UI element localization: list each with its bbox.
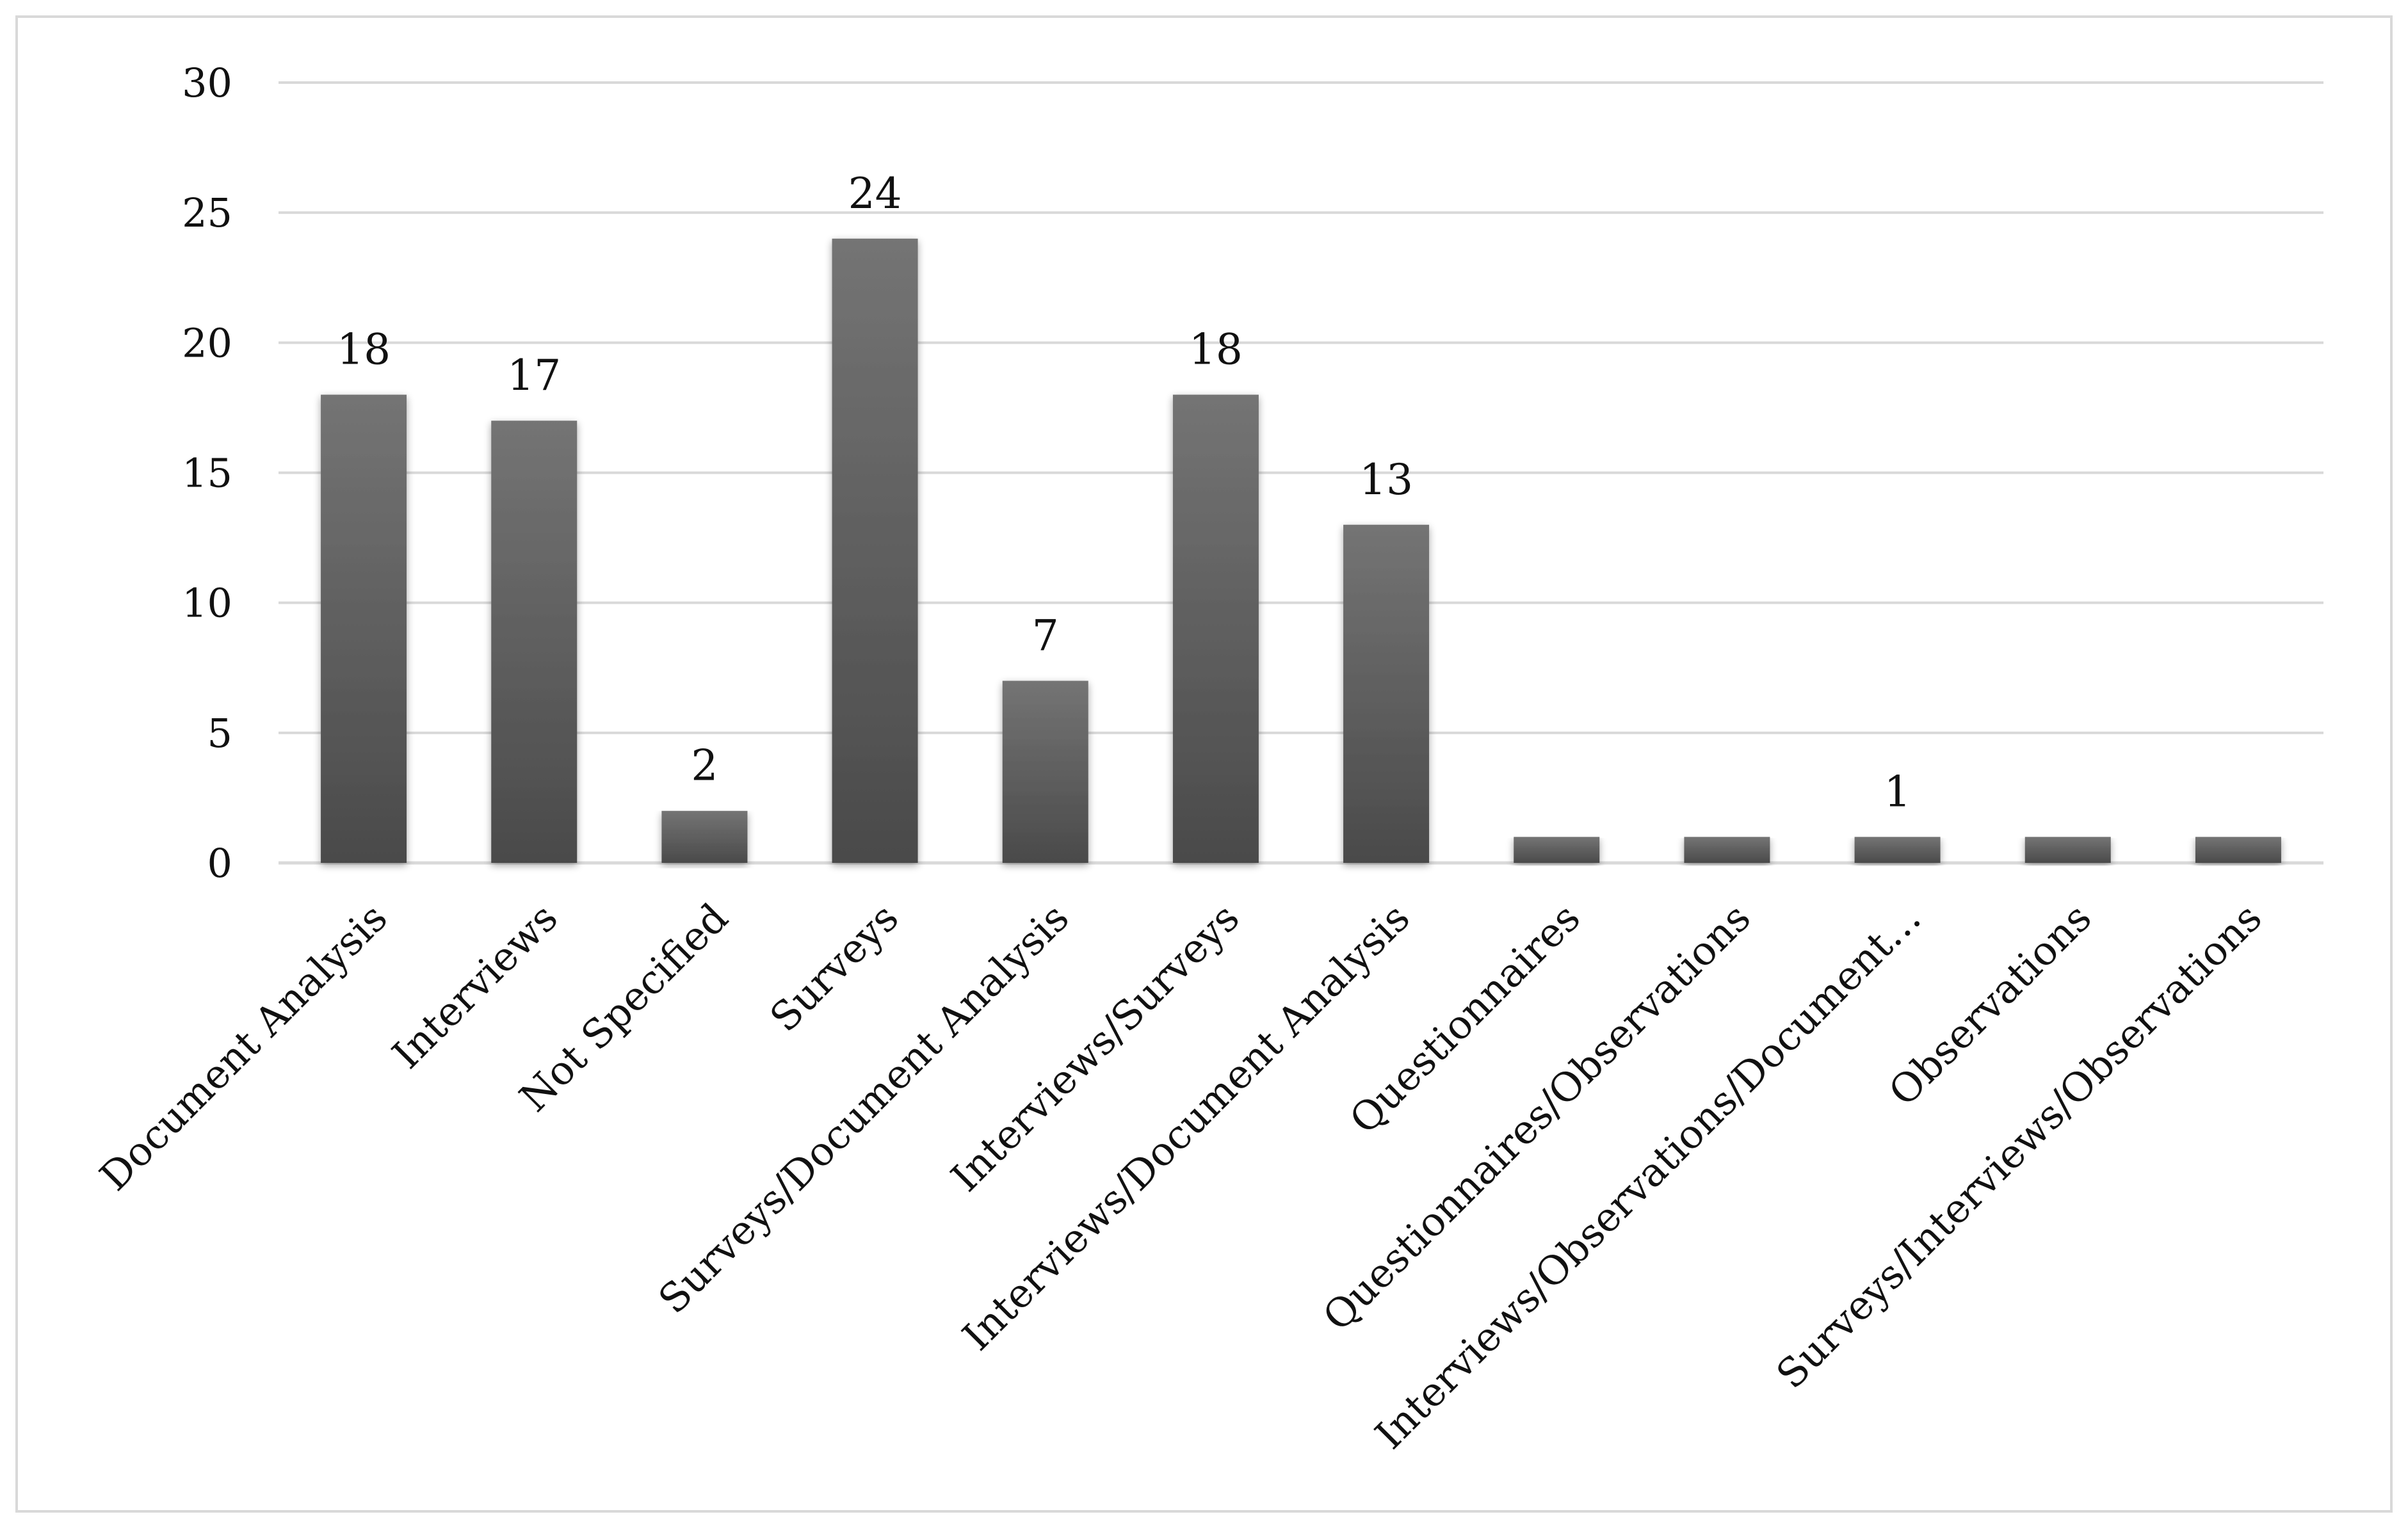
chart-frame: 0 5 10 15 20 25 30 18 17 2 24 7 18 13 1 Document Anal… [15, 15, 2393, 1513]
category-label-4: Surveys [761, 894, 907, 1041]
bar-4 [832, 238, 918, 863]
y-tick-label-20: 20 [182, 319, 232, 366]
bar-10 [1854, 837, 1941, 863]
category-label-1: Document Analysis [91, 894, 396, 1200]
data-label-10: 1 [1884, 767, 1911, 816]
y-tick-label-30: 30 [182, 60, 232, 106]
data-label-2: 17 [507, 351, 561, 400]
y-tick-label-15: 15 [182, 450, 232, 497]
gridlines [279, 81, 2323, 865]
bar-2 [491, 421, 578, 863]
bar-3 [661, 810, 748, 863]
bars [321, 238, 2281, 863]
data-label-6: 18 [1189, 325, 1243, 374]
data-label-1: 18 [337, 325, 391, 374]
y-tick-label-10: 10 [182, 580, 232, 627]
category-label-2: Interviews [383, 894, 566, 1077]
bar-8 [1514, 837, 1600, 863]
bar-6 [1172, 394, 1259, 863]
data-label-3: 2 [691, 741, 718, 791]
bar-12 [2195, 837, 2281, 863]
y-tick-label-0: 0 [207, 840, 232, 887]
data-label-7: 13 [1359, 455, 1413, 504]
data-label-5: 7 [1032, 611, 1059, 661]
data-label-4: 24 [848, 169, 902, 218]
category-label-6: Interviews/Surveys [942, 894, 1248, 1200]
data-labels: 18 17 2 24 7 18 13 1 [337, 169, 1911, 817]
bar-9 [1684, 837, 1770, 863]
y-tick-label-5: 5 [207, 710, 232, 757]
bar-chart: 0 5 10 15 20 25 30 18 17 2 24 7 18 13 1 Document Anal… [91, 60, 2323, 1458]
bar-1 [321, 394, 407, 863]
bar-7 [1343, 524, 1430, 863]
bar-5 [1002, 680, 1088, 863]
y-tick-label-25: 25 [182, 189, 232, 236]
y-axis-ticks: 0 5 10 15 20 25 30 [182, 60, 232, 887]
bar-11 [2024, 837, 2111, 863]
